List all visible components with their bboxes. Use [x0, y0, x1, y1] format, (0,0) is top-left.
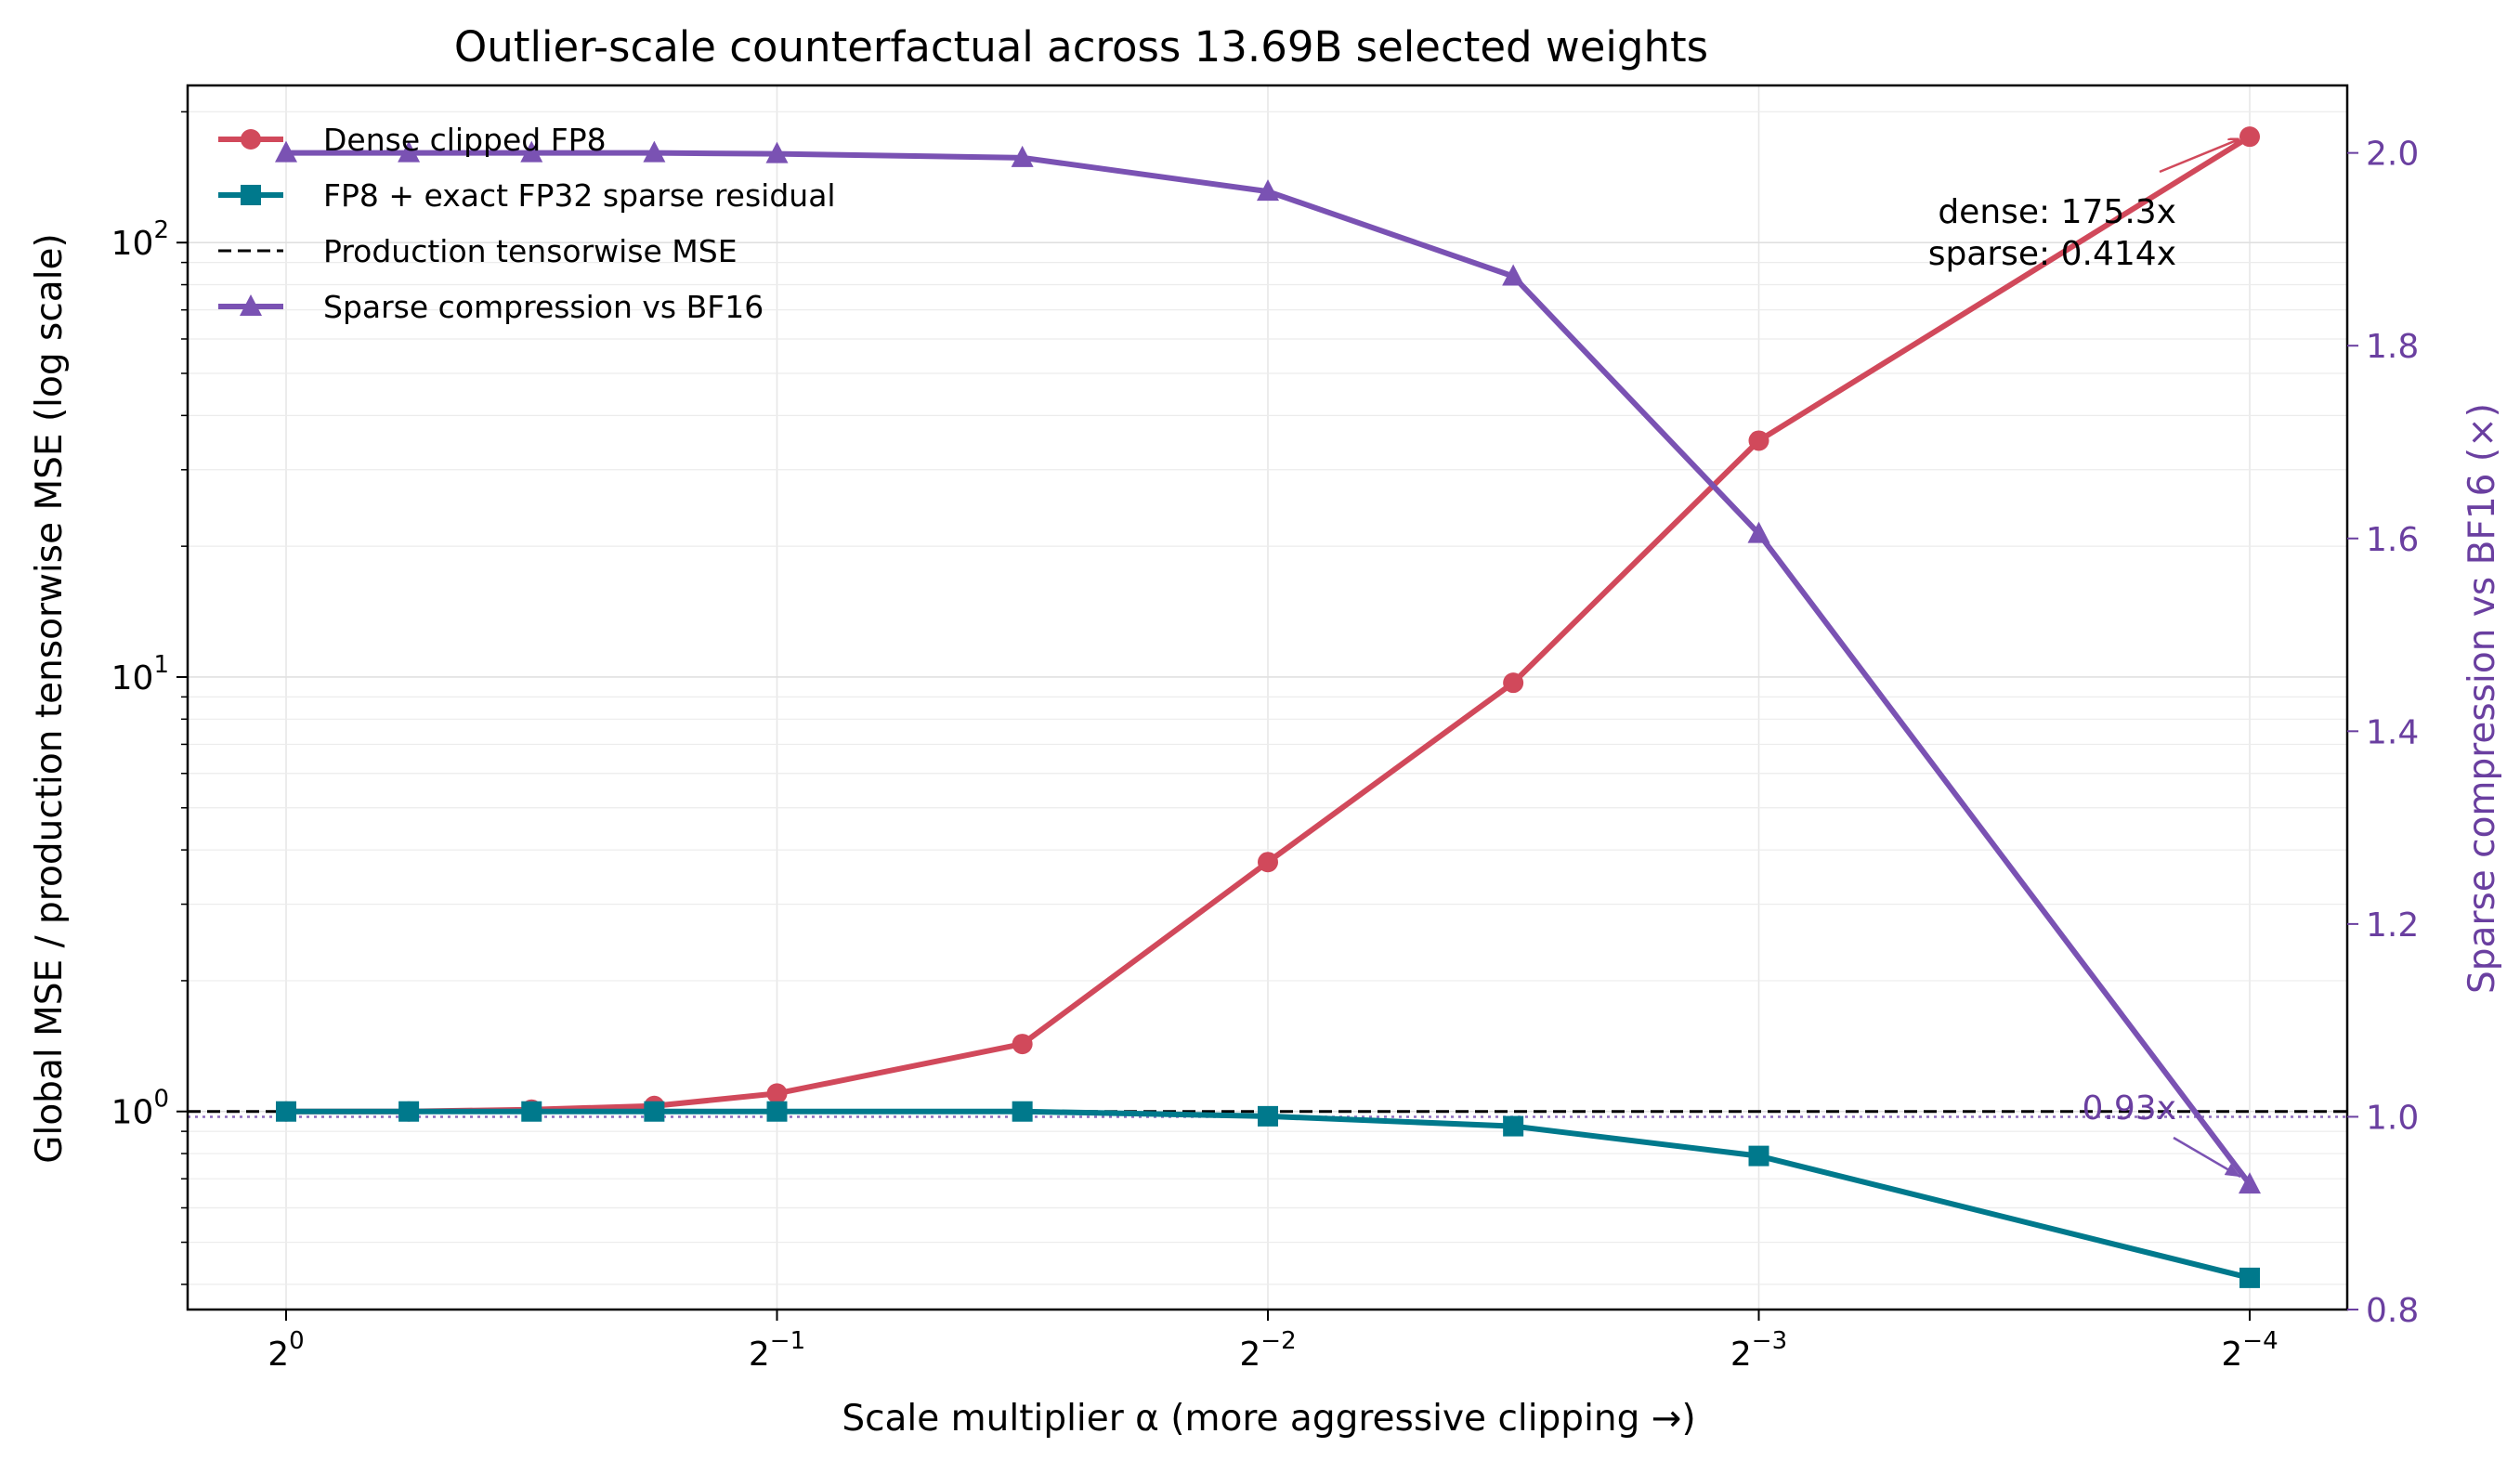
- data-point: [1748, 1145, 1769, 1167]
- data-point: [766, 1101, 788, 1122]
- data-point: [1747, 521, 1770, 543]
- series-line: [283, 150, 2252, 1188]
- y2-tick-label: 2.0: [2366, 136, 2419, 174]
- series-1: [276, 1101, 2260, 1288]
- series-line: [283, 1108, 2252, 1281]
- data-point: [398, 1101, 420, 1122]
- data-point: [643, 140, 666, 163]
- data-point: [2239, 126, 2260, 148]
- legend: Dense clipped FP8 FP8 + exact FP32 sparse…: [218, 122, 836, 325]
- legend-item: Production tensorwise MSE: [218, 233, 738, 269]
- legend-label: FP8 + exact FP32 sparse residual: [323, 177, 836, 214]
- x-tick-label: 2−4: [2221, 1327, 2278, 1374]
- y-tick-label: 100: [111, 1086, 169, 1132]
- series-3: [275, 140, 2261, 1194]
- data-point: [1012, 1034, 1033, 1055]
- annotation-arrow: [2173, 1136, 2241, 1179]
- legend-label: Sparse compression vs BF16: [323, 289, 764, 325]
- legend-label: Dense clipped FP8: [323, 122, 607, 158]
- data-point: [766, 1083, 788, 1104]
- legend-item: Dense clipped FP8: [218, 122, 607, 158]
- data-point: [1257, 179, 1279, 202]
- data-point: [520, 140, 543, 163]
- y-axis-right: 0.8 1.0 1.2 1.4 1.6 1.8 2.0: [2347, 136, 2419, 1330]
- data-point: [241, 129, 261, 150]
- data-point: [1502, 264, 1525, 286]
- data-point: [521, 1101, 542, 1122]
- data-point: [644, 1101, 665, 1122]
- data-point: [241, 185, 261, 205]
- data-point: [765, 141, 789, 163]
- x-tick-label: 20: [268, 1327, 304, 1374]
- data-point: [1503, 1115, 1524, 1137]
- x-tick-label: 2−1: [749, 1327, 805, 1374]
- annotation-text: 0.93x: [2083, 1089, 2176, 1128]
- x-axis: 20 2−1 2−2 2−3 2−4: [268, 1310, 2278, 1374]
- y2-tick-label: 1.8: [2366, 328, 2419, 366]
- data-point: [1258, 852, 1278, 873]
- y-tick-label: 101: [111, 651, 169, 697]
- data-point: [275, 140, 297, 163]
- annotation-arrow: [2159, 139, 2239, 174]
- annotation-text: sparse: 0.414x: [1928, 235, 2176, 273]
- data-point: [2239, 1267, 2260, 1288]
- y2-tick-label: 1.2: [2366, 906, 2419, 945]
- annotations: dense: 175.3x sparse: 0.414x 0.93x: [1928, 139, 2241, 1179]
- y-axis-left: 100 101 102: [111, 111, 188, 1285]
- x-axis-label: Scale multiplier α (more aggressive clip…: [842, 1398, 1695, 1440]
- y2-tick-label: 0.8: [2366, 1292, 2419, 1330]
- legend-label: Production tensorwise MSE: [323, 233, 738, 269]
- data-point: [1012, 1101, 1033, 1122]
- annotation-text: dense: 175.3x: [1938, 193, 2176, 231]
- x-tick-label: 2−3: [1730, 1327, 1787, 1374]
- y2-tick-label: 1.6: [2366, 521, 2419, 559]
- data-point: [2239, 1172, 2261, 1194]
- data-point: [240, 294, 262, 316]
- y2-axis-label: Sparse compression vs BF16 (×): [2461, 403, 2503, 994]
- data-point: [1258, 1105, 1278, 1127]
- x-tick-label: 2−2: [1239, 1327, 1296, 1374]
- y2-tick-label: 1.0: [2366, 1099, 2419, 1137]
- data-point: [1011, 145, 1034, 167]
- data-point: [1748, 430, 1769, 451]
- series-layer: [275, 126, 2261, 1288]
- y-axis-label: Global MSE / production tensorwise MSE (…: [29, 233, 71, 1163]
- chart-title: Outlier-scale counterfactual across 13.6…: [454, 22, 1708, 72]
- legend-item: FP8 + exact FP32 sparse residual: [218, 177, 836, 214]
- legend-item: Sparse compression vs BF16: [218, 289, 764, 325]
- y-tick-label: 102: [111, 216, 169, 263]
- y2-tick-label: 1.4: [2366, 713, 2419, 751]
- data-point: [1503, 672, 1524, 694]
- data-point: [398, 140, 421, 163]
- data-point: [276, 1101, 296, 1122]
